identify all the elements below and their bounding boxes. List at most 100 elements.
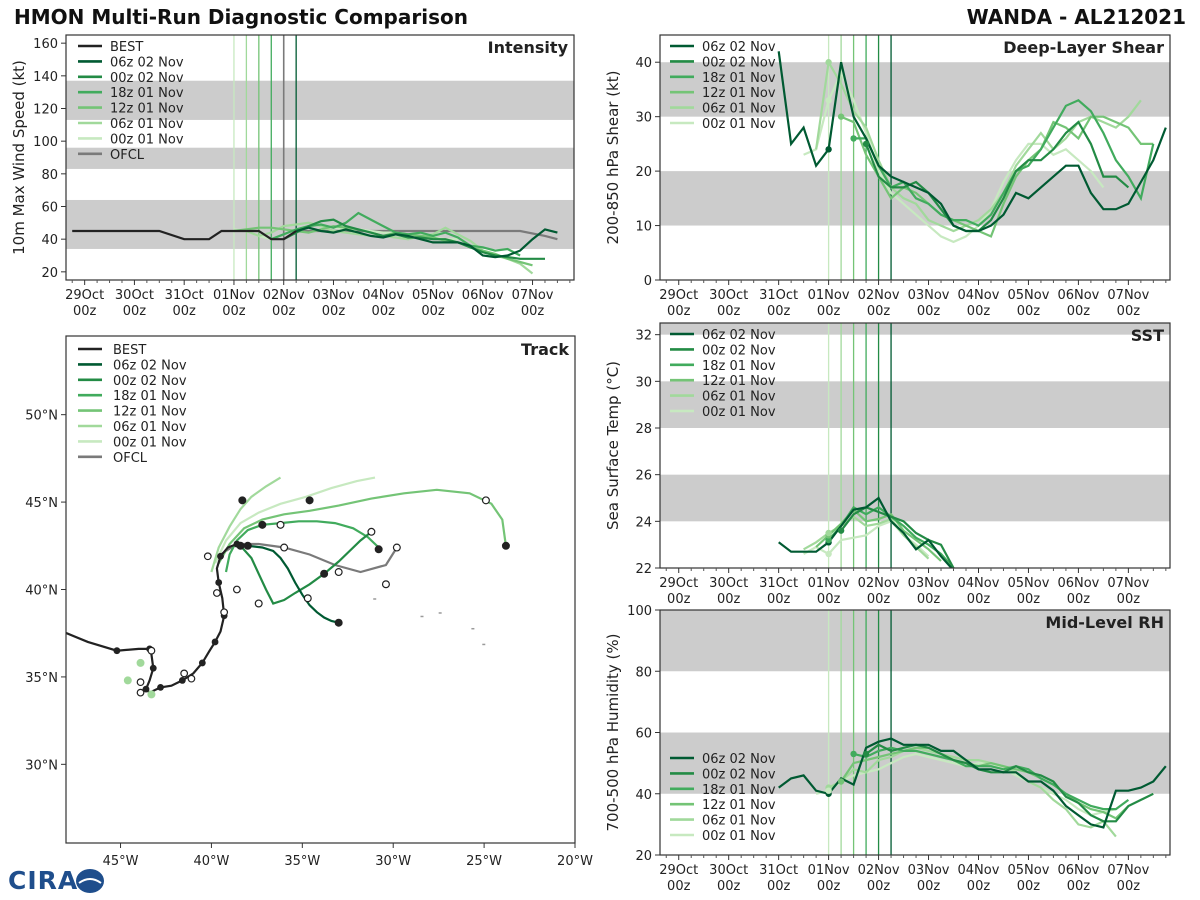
track-marker — [258, 520, 267, 529]
x-tick-label: 03Nov — [908, 288, 950, 303]
x-tick-label: 07Nov — [1107, 863, 1149, 878]
lon-tick-label: 45°W — [103, 854, 139, 869]
x-tick-sublabel: 00z — [867, 879, 891, 894]
x-tick-sublabel: 00z — [667, 592, 691, 607]
legend-label: 06z 02 Nov — [702, 328, 776, 343]
threshold-band — [660, 474, 1170, 522]
x-tick-sublabel: 00z — [867, 592, 891, 607]
best-track-marker — [178, 677, 186, 684]
y-tick-label: 100 — [33, 135, 58, 150]
y-tick-label: 40 — [635, 56, 652, 71]
series-line-00z-01-nov — [803, 70, 1105, 244]
x-tick-label: 04Nov — [958, 576, 1000, 591]
init-marker — [825, 787, 832, 794]
legend-label: 00z 02 Nov — [702, 55, 776, 70]
legend-label: OFCL — [110, 148, 145, 163]
x-tick-sublabel: 00z — [272, 304, 296, 319]
best-track-marker — [198, 659, 206, 667]
track-marker — [238, 496, 247, 505]
series-line-06z-02-nov — [777, 51, 1167, 233]
init-marker — [862, 750, 870, 758]
threshold-band — [660, 381, 1170, 428]
series-line-00z-02-nov — [840, 506, 955, 568]
best-track-marker — [113, 647, 121, 655]
plot-frame — [659, 34, 1171, 281]
threshold-band — [660, 732, 1170, 794]
x-tick-sublabel: 00z — [1117, 879, 1141, 894]
x-tick-label: 06Nov — [1057, 288, 1099, 303]
legend-label: 00z 02 Nov — [702, 343, 776, 358]
init-marker — [825, 529, 832, 537]
series-line-best — [72, 229, 297, 241]
y-tick-label: 60 — [41, 201, 58, 216]
legend-label: 06z 01 Nov — [110, 117, 184, 132]
series-line-06z-02-nov — [778, 496, 953, 568]
init-track-marker — [123, 676, 132, 685]
track-marker — [334, 568, 343, 577]
x-tick-sublabel: 00z — [767, 304, 791, 319]
x-tick-label: 29Oct — [659, 863, 698, 878]
x-tick-sublabel: 00z — [471, 304, 495, 319]
island — [420, 615, 424, 618]
x-tick-label: 03Nov — [908, 576, 950, 591]
init-marker — [825, 550, 832, 558]
init-marker — [837, 778, 845, 785]
init-marker — [837, 113, 845, 120]
y-tick-label: 20 — [635, 165, 652, 180]
x-tick-label: 31Oct — [165, 288, 204, 303]
x-tick-label: 31Oct — [759, 576, 798, 591]
lat-tick-label: 40°N — [25, 584, 58, 599]
x-tick-sublabel: 00z — [767, 879, 791, 894]
lon-tick-label: 40°W — [193, 854, 229, 869]
x-tick-label: 01Nov — [808, 863, 850, 878]
x-tick-label: 02Nov — [858, 288, 900, 303]
x-tick-sublabel: 00z — [1067, 592, 1091, 607]
x-tick-label: 03Nov — [908, 863, 950, 878]
x-tick-sublabel: 00z — [1017, 879, 1041, 894]
legend-label: 00z 01 Nov — [702, 117, 776, 132]
x-tick-label: 31Oct — [759, 288, 798, 303]
best-track-marker — [217, 552, 224, 560]
legend-label: BEST — [110, 40, 143, 55]
best-track-marker — [211, 638, 219, 646]
x-tick-label: 07Nov — [1107, 576, 1149, 591]
x-tick-label: 29Oct — [659, 288, 698, 303]
track-marker — [381, 580, 390, 589]
lat-tick-label: 30°N — [25, 758, 58, 773]
x-tick-sublabel: 00z — [967, 304, 991, 319]
x-tick-label: 04Nov — [958, 863, 1000, 878]
island — [438, 612, 442, 614]
y-axis-label: 200-850 hPa Shear (kt) — [604, 71, 622, 245]
y-tick-label: 10 — [635, 220, 652, 235]
panel-intensity: 20 40 60 80 100 120 140 160 10m Max Wind Speed (… — [10, 34, 575, 319]
panel-mid-level-rh: 20 40 60 80 100 700-500 hPa Humidity (%) 29Oct… — [604, 604, 1171, 894]
panel-title: Deep-Layer Shear — [1003, 38, 1164, 57]
y-axis-label: 700-500 hPa Humidity (%) — [604, 633, 622, 831]
y-tick-label: 20 — [635, 849, 652, 864]
x-tick-label: 04Nov — [958, 288, 1000, 303]
x-tick-label: 29Oct — [659, 576, 698, 591]
x-tick-sublabel: 00z — [667, 304, 691, 319]
x-tick-label: 02Nov — [263, 288, 305, 303]
x-tick-sublabel: 00z — [1067, 304, 1091, 319]
panel-title: Track — [521, 340, 569, 359]
y-tick-label: 80 — [635, 665, 652, 680]
x-tick-sublabel: 00z — [817, 592, 841, 607]
y-tick-label: 24 — [635, 515, 652, 530]
x-tick-label: 29Oct — [65, 288, 104, 303]
best-track-open-marker — [147, 646, 156, 655]
x-tick-sublabel: 00z — [173, 304, 197, 319]
track-marker — [501, 541, 510, 550]
x-tick-sublabel: 00z — [123, 304, 147, 319]
x-tick-sublabel: 00z — [322, 304, 346, 319]
best-track-open-marker — [212, 589, 221, 597]
y-tick-label: 160 — [33, 37, 58, 52]
best-track-marker — [142, 685, 150, 693]
x-tick-label: 30Oct — [115, 288, 154, 303]
x-tick-sublabel: 00z — [73, 304, 97, 319]
x-tick-sublabel: 00z — [1117, 304, 1141, 319]
legend-label: 00z 01 Nov — [702, 829, 776, 844]
y-tick-label: 20 — [41, 266, 58, 281]
